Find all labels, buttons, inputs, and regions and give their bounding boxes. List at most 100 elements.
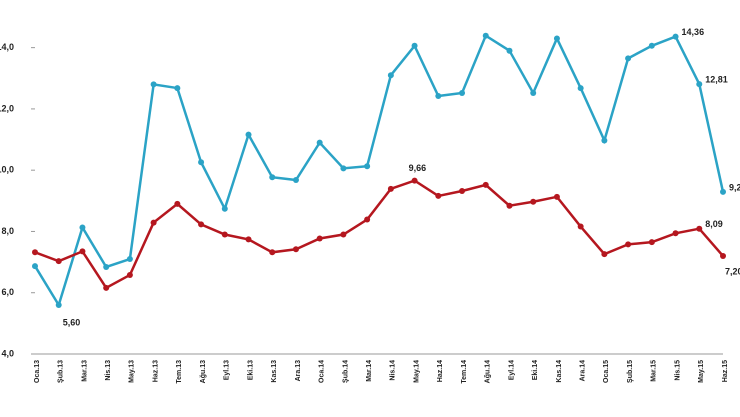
- point: [174, 200, 181, 207]
- x-tick-label: Ağu.13: [200, 360, 207, 383]
- point: [672, 230, 679, 237]
- point: [269, 249, 276, 256]
- point: [720, 188, 726, 195]
- value-label: 7,20: [725, 266, 740, 276]
- x-tick-label: Eki.13: [247, 360, 254, 380]
- series-line: [33, 33, 725, 309]
- point: [648, 42, 655, 49]
- x-tick-label: Oca.13: [34, 360, 41, 383]
- point: [150, 219, 157, 226]
- x-tick-label: Tem.13: [176, 360, 183, 384]
- x-tick-label: Tem.14: [461, 360, 468, 384]
- x-tick-label: Haz.15: [722, 360, 729, 382]
- x-tick-label: Kas.13: [271, 360, 278, 383]
- x-tick-label: Oca.15: [603, 360, 610, 383]
- point: [601, 137, 608, 144]
- x-tick-label: Eyl.14: [508, 360, 515, 380]
- point: [411, 42, 418, 49]
- x-tick-label: Şub.13: [58, 360, 65, 383]
- x-tick-label: Oca.14: [319, 360, 326, 383]
- y-tick-label: 14,0: [0, 42, 14, 52]
- y-tick-label: 6,0: [1, 287, 14, 297]
- point: [198, 221, 205, 228]
- point: [79, 224, 86, 231]
- point: [696, 225, 703, 232]
- point: [126, 271, 133, 278]
- x-tick-label: Ara.14: [579, 360, 586, 382]
- point: [221, 205, 228, 212]
- point: [292, 246, 299, 253]
- point: [672, 33, 679, 40]
- x-tick-label: Mar.14: [366, 360, 373, 382]
- point: [32, 249, 38, 256]
- point: [553, 193, 560, 200]
- x-tick-label: Şub.14: [342, 360, 349, 383]
- point: [245, 131, 252, 138]
- point: [411, 177, 418, 184]
- point: [103, 284, 110, 291]
- point: [316, 235, 323, 242]
- x-tick-label: Ağu.14: [485, 360, 492, 383]
- point: [577, 85, 584, 92]
- point: [150, 81, 157, 88]
- value-label: 12,81: [705, 74, 728, 84]
- value-label: 9,29: [729, 182, 740, 192]
- x-tick-label: May.15: [698, 360, 705, 383]
- x-tick-label: Kas.14: [556, 360, 563, 383]
- x-tick-label: Eki.14: [532, 360, 539, 380]
- x-tick-label: May.13: [129, 360, 136, 383]
- series-line: [34, 179, 724, 290]
- point: [435, 93, 442, 100]
- point: [720, 252, 726, 259]
- point: [506, 202, 513, 209]
- point: [55, 258, 62, 265]
- point: [364, 163, 371, 170]
- point: [482, 32, 489, 39]
- x-tick-label: Nis.14: [390, 360, 397, 381]
- point: [79, 248, 86, 255]
- point: [625, 55, 632, 62]
- point: [32, 263, 38, 270]
- x-tick-label: Şub.15: [627, 360, 634, 383]
- point: [435, 192, 442, 199]
- point: [648, 239, 655, 246]
- point: [696, 81, 703, 88]
- value-label: 5,60: [63, 317, 81, 327]
- point: [387, 185, 394, 192]
- point: [198, 159, 205, 166]
- x-tick-label: Haz.13: [152, 360, 159, 382]
- point: [126, 256, 133, 263]
- x-tick-label: Eyl.13: [224, 360, 231, 380]
- point: [340, 165, 347, 172]
- point: [292, 176, 299, 183]
- y-tick-label: 8,0: [1, 226, 14, 236]
- point: [459, 89, 466, 96]
- x-tick-label: Nis.13: [105, 360, 112, 381]
- x-tick-label: May.14: [413, 360, 420, 383]
- point: [221, 231, 228, 238]
- point: [459, 188, 466, 195]
- x-tick-label: Nis.15: [674, 360, 681, 381]
- point: [174, 85, 181, 92]
- point: [530, 89, 537, 96]
- value-label: 14,36: [682, 27, 705, 37]
- point: [316, 139, 323, 146]
- point: [482, 181, 489, 188]
- point: [55, 301, 62, 308]
- point: [506, 47, 513, 54]
- point: [103, 263, 110, 270]
- point: [340, 231, 347, 238]
- value-label: 8,09: [705, 219, 723, 229]
- x-tick-label: Haz.14: [437, 360, 444, 382]
- point: [269, 174, 276, 181]
- point: [625, 241, 632, 248]
- y-tick-label: 12,0: [0, 103, 14, 113]
- point: [601, 251, 608, 258]
- point: [530, 198, 537, 205]
- point: [553, 35, 560, 42]
- y-tick-label: 10,0: [0, 165, 14, 175]
- point: [245, 236, 252, 243]
- y-tick-label: 4,0: [1, 348, 14, 358]
- x-tick-label: Mar.13: [81, 360, 88, 382]
